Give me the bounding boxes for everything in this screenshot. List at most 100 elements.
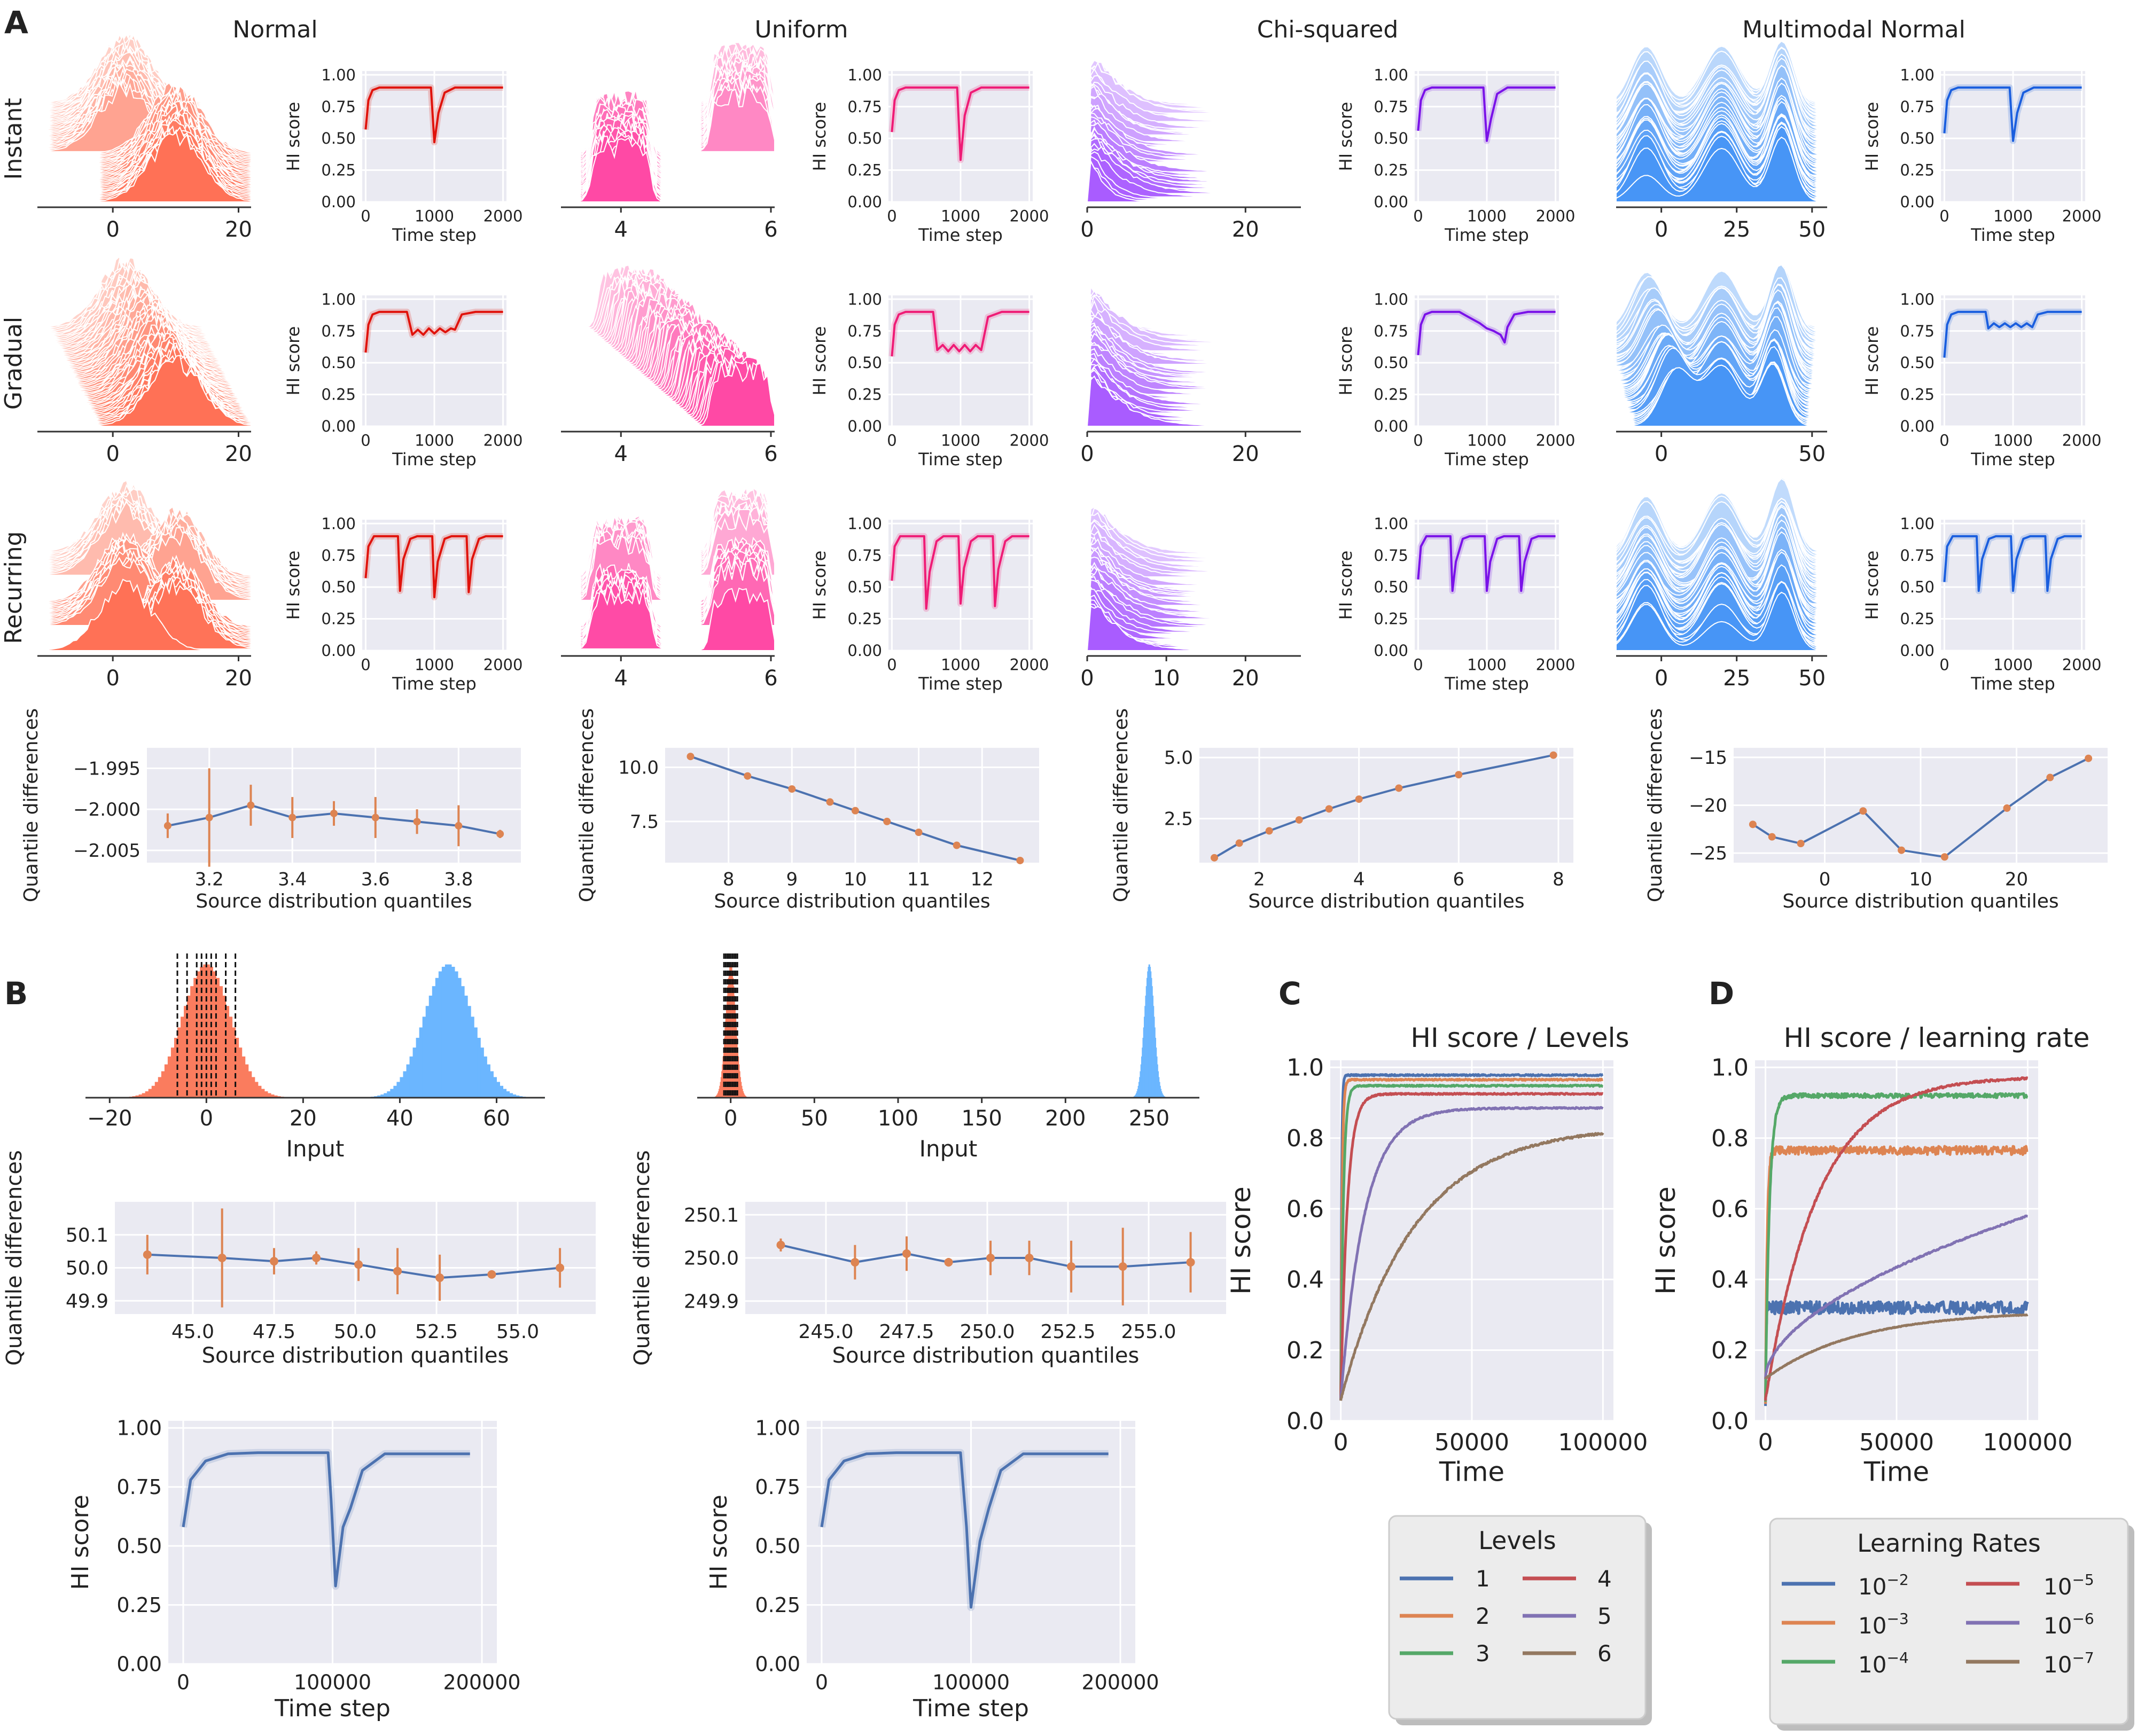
hi-uniform-gradual-ytick-label: 0.75: [847, 322, 882, 340]
hi-uniform-gradual-ytick-label: 0.50: [847, 354, 882, 372]
hi-multimodal-recurring-xtick-label: 1000: [1993, 655, 2033, 674]
panel-lr-ytick-label: 1.0: [1711, 1054, 1749, 1082]
hist-right-bar: [1143, 1027, 1144, 1098]
qq-b-right-point: [851, 1258, 860, 1267]
hist-right-bar: [1151, 978, 1152, 1098]
hist-left-bar: [206, 964, 210, 1098]
qq-uniform-background: [665, 748, 1039, 863]
hist-left: −20 0 20 40 60 Input: [85, 953, 545, 1162]
legend-lr-label-5: 10−6: [2044, 1610, 2094, 1639]
panel-lr-xtick-label: 100000: [1983, 1429, 2072, 1456]
hi-multimodal-recurring-ylabel: HI score: [1862, 551, 1882, 620]
hi-chisq-recurring-xtick-label: 1000: [1467, 655, 1507, 674]
ridge-multimodal-instant-curve: [1616, 136, 1828, 202]
qq-uniform-point: [953, 841, 961, 849]
ridge-chisq-instant-curve: [1086, 138, 1301, 189]
hi-uniform-recurring-xtick-label: 2000: [1010, 655, 1049, 674]
hi-normal-instant-line: [364, 86, 503, 144]
ridge-normal-gradual-curve: [37, 355, 252, 427]
hist-left-bar: [451, 966, 455, 1098]
hist-right-bar: [1136, 1091, 1137, 1098]
qq-b-left-ylabel: Quantile differences: [2, 1150, 27, 1366]
hist-right-bar: [1161, 1091, 1163, 1098]
hi-multimodal-recurring-xtick-label: 0: [1939, 655, 1949, 674]
qq-multimodal-point: [1940, 853, 1948, 861]
hist-right-bar: [1147, 971, 1148, 1098]
hist-right: 0 50 100 150 200 250 Input: [697, 953, 1199, 1162]
ridge-tick-label: 0: [106, 217, 119, 242]
hi-uniform-instant-ytick-label: 0.50: [847, 129, 882, 147]
qq-normal-point: [371, 814, 379, 822]
legend-label-3: 3: [1476, 1640, 1490, 1667]
hi-multimodal-recurring-ytick-label: 0.00: [1900, 642, 1935, 660]
panel-levels-series-6: [1339, 1132, 1604, 1401]
hist-left-tick-label: −20: [87, 1106, 132, 1131]
qq-multimodal-xlabel: Source distribution quantiles: [1782, 890, 2058, 912]
hi-chisq-recurring-ytick-label: 1.00: [1374, 514, 1408, 533]
ridge-uniform-gradual-curve: [561, 362, 775, 427]
hi-multimodal-gradual-ytick-label: 0.25: [1900, 386, 1935, 404]
legend-lr-box: [1769, 1518, 2129, 1725]
qq-uniform-point: [744, 772, 752, 780]
qq-b-left-xtick-label: 50.0: [334, 1321, 377, 1343]
qq-chisq-xtick-label: 6: [1453, 869, 1465, 890]
ridge-chisq-recurring-curve: [1086, 580, 1301, 626]
ridge-multimodal-instant: 0 25 50: [1616, 40, 1828, 242]
hist-right-bar: [1155, 1037, 1157, 1098]
hist-left-bar: [174, 1037, 178, 1098]
hist-right-bar: [1161, 1093, 1163, 1098]
hist-right-bar: [741, 1085, 743, 1098]
hi-multimodal-instant-ytick-label: 1.00: [1900, 66, 1935, 84]
legend-lr-exp-2: −3: [1886, 1610, 1908, 1628]
hi-normal-recurring-xtick-label: 2000: [483, 655, 523, 674]
hist-right-bar: [1152, 986, 1153, 1098]
ridge-chisq-instant-curve: [1086, 61, 1301, 114]
panel-letter-c: C: [1278, 975, 1301, 1012]
hist-left-bar: [241, 1056, 246, 1098]
hi-multimodal-recurring-ytick-label: 0.75: [1900, 546, 1935, 565]
hi-multimodal-gradual-xtick-label: 0: [1939, 431, 1949, 449]
qq-multimodal-point: [2046, 773, 2054, 781]
hi-normal-instant-xtick-label: 0: [361, 207, 370, 225]
hist-right-tick-label: 100: [878, 1106, 918, 1131]
hi-chisq-gradual-line: [1417, 310, 1556, 355]
hi-uniform-instant-ytick-label: 0.25: [847, 161, 882, 179]
hist-left-bar: [428, 995, 433, 1098]
hist-right-bar: [1145, 986, 1147, 1098]
qq-multimodal-ylabel: Quantile differences: [1644, 708, 1666, 902]
qq-chisq-xtick-label: 4: [1353, 869, 1365, 890]
hi-multimodal-instant: 0.00 0.25 0.50 0.75 1.00 0 1000 2000 Time step HI…: [1862, 66, 2101, 245]
legend-learning-rates: Learning Rates 10−2 10−3 10−4 10−5 10−6 …: [1769, 1518, 2134, 1731]
hist-left-bar: [187, 995, 191, 1098]
hi-chisq-gradual: 0.00 0.25 0.50 0.75 1.00 0 1000 2000 Time step HI…: [1336, 290, 1575, 470]
qq-b-left-point: [217, 1254, 227, 1262]
hi-b-right-ytick-label: 0.75: [755, 1475, 800, 1499]
hist-right-tick-label: 150: [961, 1106, 1002, 1131]
ridge-tick-label: 4: [614, 666, 628, 691]
hist-left-bar: [271, 1094, 275, 1098]
hist-left-bar: [464, 995, 468, 1098]
hi-normal-gradual-ytick-label: 0.50: [321, 354, 356, 372]
ridge-normal-recurring: 0 20: [37, 480, 252, 691]
hi-b-right-xlabel: Time step: [912, 1695, 1029, 1722]
hi-b-left-ytick-label: 0.00: [116, 1652, 162, 1676]
legend-label-2: 2: [1476, 1603, 1490, 1629]
hist-left-bar: [444, 964, 449, 1098]
ridge-tick-label: 0: [1080, 442, 1094, 466]
hist-right-bar: [1148, 964, 1150, 1098]
hist-right-bar: [1142, 1037, 1144, 1098]
hi-multimodal-instant-xtick-label: 0: [1939, 207, 1949, 225]
hist-left-bar: [190, 986, 194, 1098]
qq-multimodal-ytick-label: −20: [1689, 795, 1727, 816]
panel-letter-b: B: [4, 975, 28, 1012]
panel-lr-series-10^-6: [1764, 1214, 2029, 1380]
hi-normal-instant-ytick-label: 0.25: [321, 161, 356, 179]
hist-left-bar: [232, 1027, 236, 1098]
hi-chisq-instant: 0.00 0.25 0.50 0.75 1.00 0 1000 2000 Time step HI…: [1336, 66, 1575, 245]
hist-left-bar: [177, 1027, 181, 1098]
qq-b-right-point: [1025, 1254, 1034, 1262]
hist-right-bar: [743, 1091, 744, 1098]
